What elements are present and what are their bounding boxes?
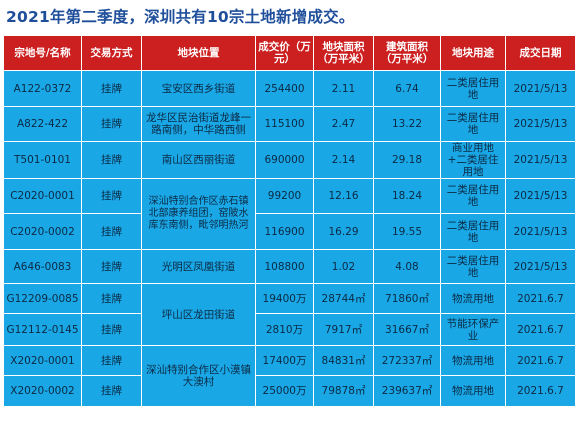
cell-parcel-id: C2020-0002 — [3, 213, 82, 250]
cell-date: 2021/5/13 — [505, 213, 576, 250]
header-price: 成交价（万元） — [255, 35, 314, 71]
table-header-row: 宗地号/名称 交易方式 地块位置 成交价（万元） 地块面积（万平米） 建筑面积（… — [3, 35, 576, 71]
cell-land-area: 84831㎡ — [313, 345, 374, 376]
table-row: C2020-0001 挂牌 深汕特别合作区赤石镇北部康养组团，窑陂水库东南侧，毗… — [3, 178, 576, 250]
table-row: A122-0372 挂牌 宝安区西乡街道 254400 2.11 6.74 二类… — [3, 70, 576, 107]
cell-parcel-id: X2020-0002 — [3, 375, 82, 407]
cell-date: 2021/5/13 — [505, 141, 576, 179]
cell-price: 254400 — [255, 70, 314, 107]
cell-land-area: 16.29 — [313, 213, 374, 250]
cell-use: 物流用地 — [440, 283, 506, 314]
cell-use: 二类居住用地 — [440, 178, 506, 214]
cell-method: 挂牌 — [81, 249, 142, 284]
cell-method: 挂牌 — [81, 283, 142, 314]
header-land-area: 地块面积（万平米） — [313, 35, 374, 71]
cell-use: 二类居住用地 — [440, 106, 506, 142]
header-date: 成交日期 — [505, 35, 576, 71]
cell-price: 17400万 — [255, 345, 314, 376]
header-use: 地块用途 — [440, 35, 506, 71]
table-row: C2020-0002 挂牌 116900 16.29 19.55 二类居住用地 … — [3, 213, 576, 250]
cell-build-area: 239637㎡ — [373, 375, 441, 407]
header-location: 地块位置 — [141, 35, 256, 71]
cell-parcel-id: A646-0083 — [3, 249, 82, 284]
cell-location: 深汕特别合作区小漠镇大澳村 — [141, 345, 256, 407]
cell-use: 商业用地+二类居住用地 — [440, 141, 506, 179]
cell-build-area: 272337㎡ — [373, 345, 441, 376]
cell-land-area: 2.14 — [313, 141, 374, 179]
cell-method: 挂牌 — [81, 70, 142, 107]
cell-date: 2021/5/13 — [505, 249, 576, 284]
cell-parcel-id: G12112-0145 — [3, 313, 82, 346]
cell-use: 二类居住用地 — [440, 70, 506, 107]
cell-land-area: 2.11 — [313, 70, 374, 107]
table-row: G12209-0085 挂牌 坪山区龙田街道 19400万 28744㎡ 718… — [3, 283, 576, 346]
cell-method: 挂牌 — [81, 213, 142, 250]
cell-location: 宝安区西乡街道 — [141, 70, 256, 107]
cell-parcel-id: T501-0101 — [3, 141, 82, 179]
table-row: T501-0101 挂牌 南山区西丽街道 690000 2.14 29.18 商… — [3, 141, 576, 179]
cell-method: 挂牌 — [81, 313, 142, 346]
cell-date: 2021/5/13 — [505, 106, 576, 142]
cell-price: 19400万 — [255, 283, 314, 314]
cell-date: 2021.6.7 — [505, 283, 576, 314]
cell-use: 物流用地 — [440, 345, 506, 376]
cell-method: 挂牌 — [81, 106, 142, 142]
cell-land-area: 28744㎡ — [313, 283, 374, 314]
cell-method: 挂牌 — [81, 375, 142, 407]
table-row: A646-0083 挂牌 光明区凤凰街道 108800 1.02 4.08 二类… — [3, 249, 576, 284]
cell-build-area: 19.55 — [373, 213, 441, 250]
cell-location: 光明区凤凰街道 — [141, 249, 256, 284]
page-title: 2021年第二季度，深圳共有10宗土地新增成交。 — [6, 8, 355, 26]
cell-date: 2021.6.7 — [505, 375, 576, 407]
cell-land-area: 79878㎡ — [313, 375, 374, 407]
cell-land-area: 2.47 — [313, 106, 374, 142]
cell-date: 2021/5/13 — [505, 178, 576, 214]
cell-location: 坪山区龙田街道 — [141, 283, 256, 346]
table-row: X2020-0002 挂牌 25000万 79878㎡ 239637㎡ 物流用地… — [3, 375, 576, 407]
cell-location: 南山区西丽街道 — [141, 141, 256, 179]
cell-build-area: 31667㎡ — [373, 313, 441, 346]
cell-build-area: 29.18 — [373, 141, 441, 179]
cell-date: 2021.6.7 — [505, 345, 576, 376]
cell-method: 挂牌 — [81, 141, 142, 179]
cell-build-area: 6.74 — [373, 70, 441, 107]
cell-price: 115100 — [255, 106, 314, 142]
cell-parcel-id: A122-0372 — [3, 70, 82, 107]
cell-price: 2810万 — [255, 313, 314, 346]
cell-location: 龙华区民治街道龙峰一路南侧，中华路西侧 — [141, 106, 256, 142]
cell-price: 690000 — [255, 141, 314, 179]
cell-parcel-id: A822-422 — [3, 106, 82, 142]
cell-parcel-id: X2020-0001 — [3, 345, 82, 376]
cell-use: 二类居住用地 — [440, 249, 506, 284]
cell-method: 挂牌 — [81, 178, 142, 214]
cell-price: 116900 — [255, 213, 314, 250]
land-deals-table: 宗地号/名称 交易方式 地块位置 成交价（万元） 地块面积（万平米） 建筑面积（… — [3, 35, 576, 407]
header-build-area: 建筑面积（万平米） — [373, 35, 441, 71]
cell-use: 二类居住用地 — [440, 213, 506, 250]
cell-build-area: 4.08 — [373, 249, 441, 284]
table-row: G12112-0145 挂牌 2810万 7917㎡ 31667㎡ 节能环保产业… — [3, 313, 576, 346]
cell-build-area: 13.22 — [373, 106, 441, 142]
table-row: A822-422 挂牌 龙华区民治街道龙峰一路南侧，中华路西侧 115100 2… — [3, 106, 576, 142]
cell-location: 深汕特别合作区赤石镇北部康养组团，窑陂水库东南侧，毗邻明热河 — [141, 178, 256, 250]
cell-build-area: 18.24 — [373, 178, 441, 214]
cell-use: 节能环保产业 — [440, 313, 506, 346]
cell-price: 25000万 — [255, 375, 314, 407]
cell-use: 物流用地 — [440, 375, 506, 407]
cell-price: 108800 — [255, 249, 314, 284]
cell-build-area: 71860㎡ — [373, 283, 441, 314]
header-parcel-id: 宗地号/名称 — [3, 35, 82, 71]
cell-method: 挂牌 — [81, 345, 142, 376]
table-row: X2020-0001 挂牌 深汕特别合作区小漠镇大澳村 17400万 84831… — [3, 345, 576, 407]
cell-date: 2021/5/13 — [505, 70, 576, 107]
cell-land-area: 1.02 — [313, 249, 374, 284]
header-method: 交易方式 — [81, 35, 142, 71]
cell-date: 2021.6.7 — [505, 313, 576, 346]
cell-land-area: 7917㎡ — [313, 313, 374, 346]
cell-parcel-id: G12209-0085 — [3, 283, 82, 314]
cell-parcel-id: C2020-0001 — [3, 178, 82, 214]
cell-price: 99200 — [255, 178, 314, 214]
cell-land-area: 12.16 — [313, 178, 374, 214]
